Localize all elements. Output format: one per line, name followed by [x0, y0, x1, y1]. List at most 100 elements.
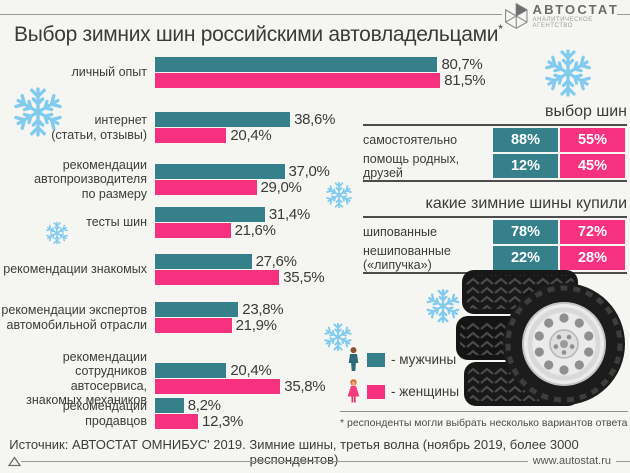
table-value-women: 45%: [560, 154, 625, 178]
bar-line: 21,6%: [155, 222, 310, 239]
bar-value-label: 80,7%: [441, 56, 483, 73]
triangle-mark-icon: [8, 455, 21, 466]
category-label: рекомендации экспертов автомобильной отр…: [1, 303, 147, 332]
chart-row: рекомендации продавцов 8,2% 12,3%: [0, 397, 244, 430]
stat-table: самостоятельно 88% 55% помощь родных, друзе…: [363, 124, 627, 182]
bar-value-label: 20,4%: [230, 127, 272, 144]
table-row-label: помощь родных, друзей: [363, 152, 460, 180]
chart-row: рекомендации знакомых 27,6% 35,5%: [0, 253, 325, 286]
bar-group: 23,8% 21,9%: [155, 301, 284, 334]
bar-value-label: 8,2%: [187, 397, 221, 414]
bar-women: [155, 180, 257, 196]
women-color-swatch: [367, 384, 385, 399]
bar-value-label: 38,6%: [294, 111, 336, 128]
bar-value-label: 27,6%: [255, 253, 297, 270]
footnote: * респонденты могли выбрать несколько ва…: [340, 411, 628, 429]
bar-women: [155, 318, 232, 333]
table-value-women: 28%: [560, 246, 625, 270]
bar-women: [155, 379, 281, 395]
bar-value-label: 37,0%: [288, 163, 330, 181]
bar-line: 80,7%: [155, 56, 485, 73]
chart-row: личный опыт 80,7% 81,5%: [0, 56, 486, 89]
table-value-men: 22%: [493, 246, 558, 270]
header-rule-right: [617, 14, 630, 15]
bar-women: [155, 414, 199, 429]
table-title: какие зимние шины купили: [425, 195, 627, 212]
woman-icon: [347, 379, 360, 403]
category-label: рекомендации знакомых: [3, 262, 147, 277]
man-icon: [348, 347, 359, 371]
front-wheel: [503, 283, 625, 405]
bar-women: [155, 128, 227, 143]
bar-men: [155, 164, 285, 180]
bar-men: [155, 112, 291, 127]
bottom-bar: www.autostat.ru: [8, 455, 630, 467]
bar-value-label: 21,9%: [235, 317, 277, 334]
bar-women: [155, 223, 231, 238]
category-label: рекомендации сотрудников автосервиса, зн…: [26, 350, 147, 408]
bar-women: [155, 270, 280, 285]
table-value-women: 72%: [560, 220, 625, 244]
bar-value-label: 20,4%: [230, 362, 272, 380]
table-value-men: 12%: [493, 154, 558, 178]
table-row-label: нешипованные («липучка»): [363, 244, 451, 272]
snowflake-icon: [425, 288, 461, 324]
table-row-label: самостоятельно: [363, 133, 458, 147]
men-color-swatch: [367, 352, 385, 367]
winter-tires-image: [456, 270, 625, 406]
bar-women: [155, 73, 441, 88]
bar-group: 20,4% 35,8%: [155, 362, 326, 395]
chart-row: рекомендации сотрудников автосервиса, зн…: [0, 350, 326, 408]
bar-line: 21,9%: [155, 317, 283, 334]
bar-group: 38,6% 20,4%: [155, 111, 336, 144]
bar-men: [155, 398, 184, 413]
bar-men: [155, 302, 239, 317]
category-label: личный опыт: [71, 65, 147, 80]
autostat-logo: АВТОСТАТ АНАЛИТИЧЕСКОЕ АГЕНТСТВО: [503, 2, 630, 30]
category-label: рекомендации продавцов: [62, 399, 147, 428]
bar-line: 38,6%: [155, 111, 336, 128]
autostat-logo-subtitle: АНАЛИТИЧЕСКОЕ АГЕНТСТВО: [532, 17, 593, 30]
website-link[interactable]: www.autostat.ru: [532, 455, 611, 467]
bar-value-label: 31,4%: [268, 206, 310, 223]
table-title: выбор шин: [544, 103, 627, 120]
bottom-rule: [21, 460, 528, 462]
source-line: Источник: АВТОСТАТ ОМНИБУС' 2019. Зимние…: [9, 437, 579, 467]
bar-line: 37,0%: [155, 163, 330, 181]
bar-line: 35,8%: [155, 378, 326, 395]
bar-men: [155, 254, 252, 269]
stats-table-block: выбор шин самостоятельно 88% 55% помощь родн…: [363, 103, 627, 182]
bar-line: 12,3%: [155, 413, 244, 430]
legend-item-women: - женщины: [346, 379, 459, 404]
table-value-men: 78%: [493, 220, 558, 244]
footnote-marker: *: [498, 22, 503, 36]
chart-row: тесты шин 31,4% 21,6%: [0, 206, 310, 239]
bar-group: 8,2% 12,3%: [155, 397, 244, 430]
bar-group: 31,4% 21,6%: [155, 206, 310, 239]
category-label: тесты шин: [86, 215, 147, 230]
bar-value-label: 12,3%: [202, 413, 244, 430]
autostat-logo-name: АВТОСТАТ: [532, 1, 619, 17]
snowflake-icon: [45, 221, 69, 245]
bar-value-label: 23,8%: [242, 301, 284, 318]
snowflake-icon: [12, 86, 64, 138]
bar-line: 27,6%: [155, 253, 324, 270]
header-rule-left: [0, 14, 502, 15]
bar-line: 20,4%: [155, 362, 325, 380]
bar-group: 37,0% 29,0%: [155, 163, 330, 197]
snowflake-icon: [325, 181, 353, 209]
bar-line: 20,4%: [155, 127, 335, 144]
bar-line: 8,2%: [155, 397, 243, 414]
table-value-men: 88%: [493, 128, 558, 152]
bar-line: 31,4%: [155, 206, 310, 223]
bar-men: [155, 57, 438, 72]
bar-group: 80,7% 81,5%: [155, 56, 486, 89]
table-value-women: 55%: [560, 128, 625, 152]
bottom-rule-end: [616, 460, 630, 462]
bar-value-label: 35,5%: [283, 269, 325, 286]
bar-men: [155, 363, 227, 379]
snowflake-icon: [323, 322, 353, 352]
bar-chart: личный опыт 80,7% 81,5% интернет (статьи, о…: [0, 55, 485, 450]
bar-value-label: 29,0%: [260, 179, 302, 197]
